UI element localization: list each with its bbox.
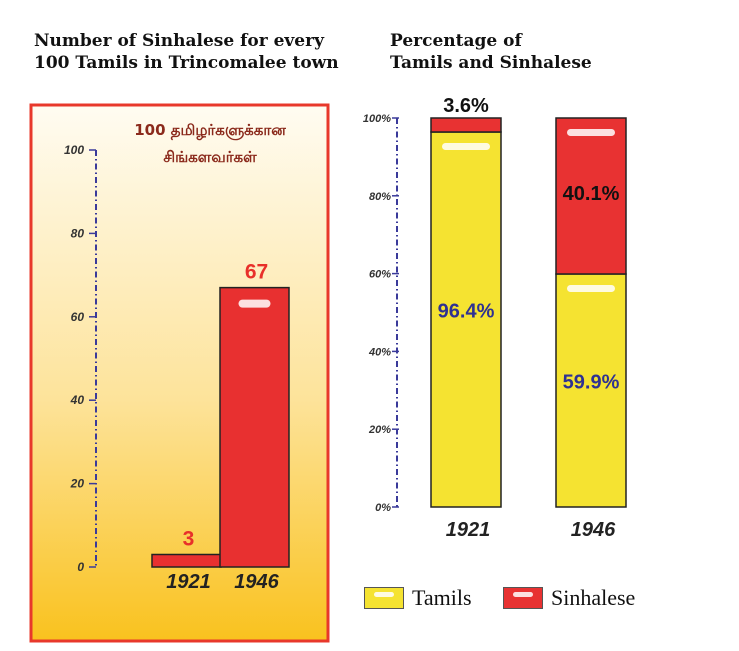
legend-swatch-tamils — [364, 587, 404, 609]
left-bar-value-label-1946: 67 — [245, 261, 268, 284]
right-y-tick-label-100: 100% — [363, 113, 391, 125]
right-value-label-tamils-1921: 96.4% — [438, 301, 495, 323]
right-value-label-sinhalese-1946: 40.1% — [563, 183, 620, 205]
right-y-tick-label-0: 0% — [375, 502, 391, 514]
right-x-tick-label-1946: 1946 — [571, 519, 616, 541]
right-bar-highlight-tamils-1921 — [442, 143, 490, 151]
left-y-tick-label-40: 40 — [70, 393, 85, 407]
legend-sinhalese: Sinhalese — [503, 585, 635, 611]
legend-swatch-sinhalese — [503, 587, 543, 609]
right-bar-sinhalese-1921 — [430, 117, 502, 133]
left-y-tick-label-20: 20 — [70, 477, 85, 491]
right-y-tick-label-60: 60% — [369, 269, 391, 281]
left-inner-label-line-2: சிங்களவர்கள் — [163, 148, 257, 166]
left-y-tick-label-100: 100 — [64, 143, 84, 157]
left-chart-title: Number of Sinhalese for every 100 Tamils… — [34, 30, 339, 74]
left-bar-1946 — [219, 286, 290, 568]
left-x-tick-label-1946: 1946 — [234, 571, 279, 593]
right-y-tick-label-80: 80% — [369, 191, 391, 203]
left-inner-label-line-1: 100 தமிழர்களுக்கான — [134, 121, 286, 140]
left-y-tick-label-80: 80 — [71, 226, 85, 240]
right-bar-tamils-1946 — [555, 273, 627, 508]
left-y-tick-label-60: 60 — [71, 310, 85, 324]
right-bar-sinhalese-1946 — [555, 117, 627, 275]
right-bar-tamils-1921 — [430, 131, 502, 508]
right-title-line-1: Percentage of — [390, 31, 522, 51]
right-bar-highlight-sinhalese-1946 — [567, 129, 615, 136]
right-title-line-2: Tamils and Sinhalese — [390, 53, 592, 73]
left-x-tick-label-1921: 1921 — [166, 571, 211, 593]
right-y-tick-label-20: 20% — [368, 424, 391, 436]
legend-label-tamils: Tamils — [412, 585, 472, 610]
right-x-tick-label-1921: 1921 — [446, 519, 491, 541]
left-bar-value-label-1921: 3 — [183, 527, 195, 550]
right-y-tick-label-40: 40% — [368, 346, 391, 358]
right-value-label-sinhalese-1921: 3.6% — [443, 95, 489, 117]
right-chart-title: Percentage of Tamils and Sinhalese — [390, 30, 592, 74]
left-bar-1921 — [151, 553, 222, 568]
left-title-line-1: Number of Sinhalese for every — [34, 31, 324, 51]
right-bar-highlight-tamils-1946 — [567, 284, 615, 292]
legend-label-sinhalese: Sinhalese — [551, 585, 636, 610]
left-y-tick-label-0: 0 — [77, 560, 84, 574]
left-title-line-2: 100 Tamils in Trincomalee town — [34, 53, 339, 73]
left-bar-highlight-1946 — [238, 299, 271, 308]
right-value-label-tamils-1946: 59.9% — [563, 371, 620, 393]
legend-tamils: Tamils — [364, 585, 472, 611]
